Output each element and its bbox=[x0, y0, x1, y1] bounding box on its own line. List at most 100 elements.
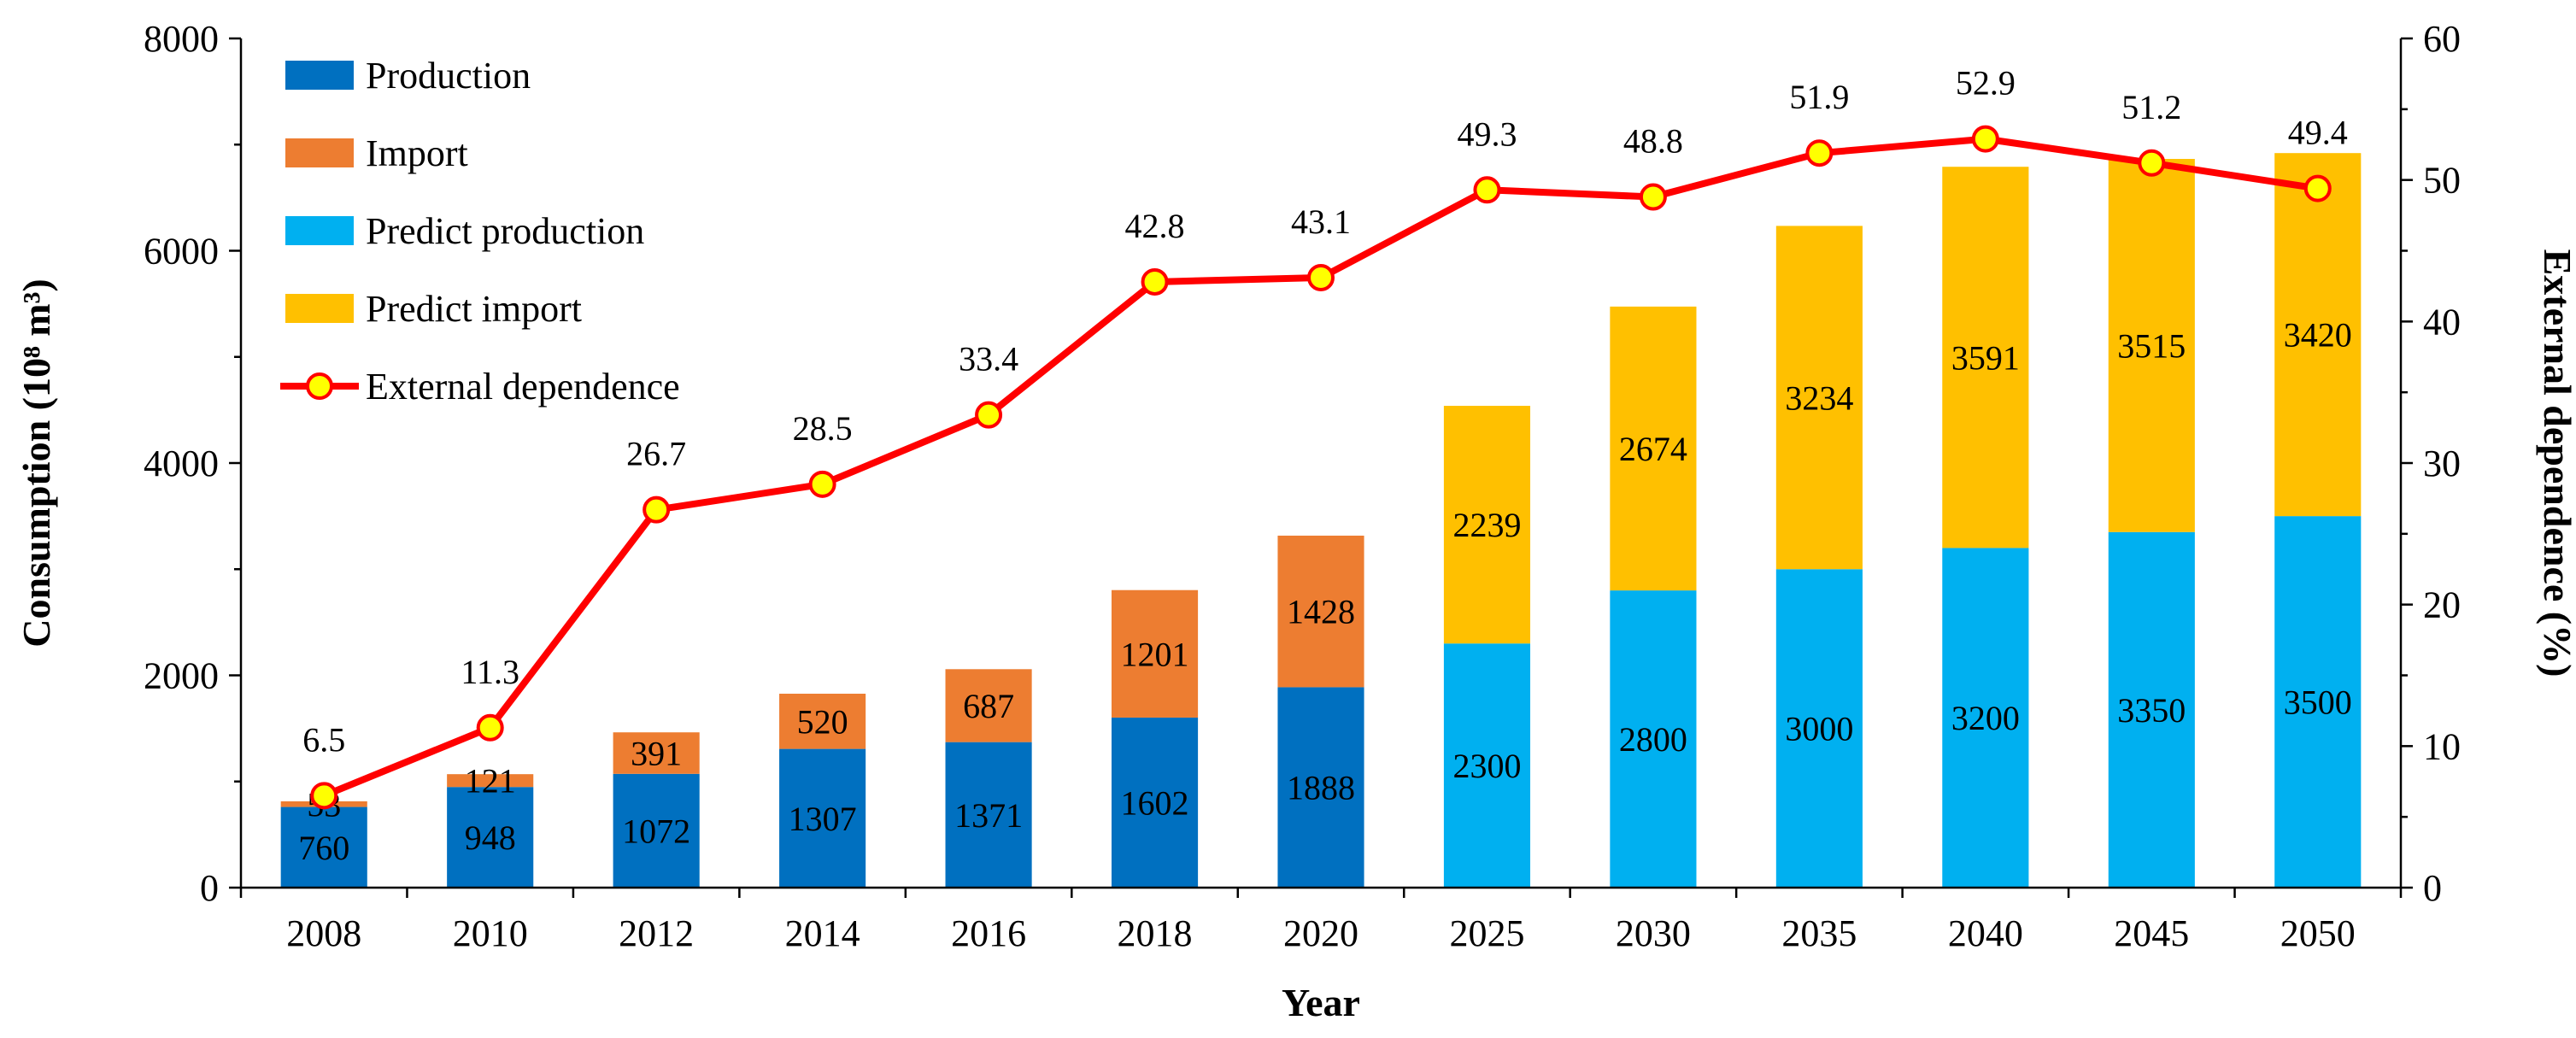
x-tick-label: 2014 bbox=[785, 912, 860, 954]
y2-tick-label: 0 bbox=[2423, 867, 2442, 909]
bar-value-label: 1888 bbox=[1287, 769, 1355, 807]
bar-production-2008 bbox=[280, 806, 367, 888]
x-tick-label: 2012 bbox=[619, 912, 694, 954]
y-tick-label: 4000 bbox=[144, 443, 219, 484]
bar-predict-production-2025 bbox=[1443, 643, 1531, 888]
dependence-point-2010 bbox=[476, 713, 504, 742]
dependence-point-2050 bbox=[2303, 174, 2332, 202]
bar-labels-layer: 7605394812110723911307520137168716021201… bbox=[298, 316, 2352, 867]
dependence-point-2030 bbox=[1639, 183, 1667, 211]
legend-swatch-import bbox=[285, 138, 354, 167]
bars-layer bbox=[280, 153, 2362, 888]
bar-predict-production-2050 bbox=[2274, 516, 2362, 888]
y2-tick-label: 20 bbox=[2423, 584, 2461, 626]
bar-value-label: 391 bbox=[631, 735, 682, 773]
bar-value-label: 687 bbox=[963, 687, 1014, 725]
dependence-value-label: 33.4 bbox=[959, 340, 1018, 378]
legend: Production Import Predict production Predic… bbox=[280, 55, 680, 408]
dependence-point-2020 bbox=[1307, 263, 1335, 291]
dependence-point-2025 bbox=[1473, 176, 1501, 204]
legend-label: Production bbox=[366, 55, 531, 97]
bar-production-2010 bbox=[447, 787, 534, 888]
bar-predict-production-2030 bbox=[1610, 590, 1697, 888]
legend-swatch-predict-production bbox=[285, 216, 354, 245]
legend-label: Predict import bbox=[366, 288, 582, 330]
bar-value-label: 2300 bbox=[1452, 747, 1521, 785]
bar-value-label: 3234 bbox=[1785, 378, 1853, 417]
dependence-point-2016 bbox=[975, 401, 1003, 429]
bar-predict-import-2040 bbox=[1942, 167, 2029, 548]
legend-swatch-marker bbox=[306, 372, 333, 400]
bar-value-label: 3515 bbox=[2117, 326, 2186, 365]
x-tick-label: 2050 bbox=[2280, 912, 2356, 954]
bar-value-label: 520 bbox=[797, 702, 848, 741]
dependence-value-label: 51.9 bbox=[1789, 78, 1849, 116]
bar-value-label: 1428 bbox=[1287, 593, 1355, 631]
dependence-value-label: 6.5 bbox=[302, 720, 345, 759]
x-tick-label: 2010 bbox=[453, 912, 528, 954]
x-tick-label: 2045 bbox=[2114, 912, 2189, 954]
dependence-value-label: 42.8 bbox=[1125, 207, 1185, 245]
bar-value-label: 948 bbox=[465, 818, 516, 857]
y-tick-label: 2000 bbox=[144, 655, 219, 697]
bar-predict-import-2045 bbox=[2108, 159, 2195, 532]
x-axis-title: Year bbox=[1282, 981, 1360, 1024]
bar-predict-production-2035 bbox=[1775, 569, 1863, 888]
bar-import-2018 bbox=[1111, 589, 1199, 718]
bar-value-label: 3350 bbox=[2117, 691, 2186, 730]
bar-value-label: 2674 bbox=[1619, 430, 1687, 468]
y2-tick-label: 40 bbox=[2423, 301, 2461, 343]
x-tick-label: 2016 bbox=[951, 912, 1026, 954]
dependence-value-label: 52.9 bbox=[1956, 64, 2016, 103]
bar-predict-import-2035 bbox=[1775, 226, 1863, 570]
dependence-point-2012 bbox=[643, 496, 671, 524]
dependence-value-label: 48.8 bbox=[1623, 122, 1683, 161]
bar-import-2010 bbox=[447, 774, 534, 788]
y-axis-title: Consumption (10⁸ m³) bbox=[15, 279, 58, 647]
bar-import-2016 bbox=[945, 669, 1032, 742]
bar-value-label: 1201 bbox=[1121, 635, 1189, 673]
x-tick-label: 2035 bbox=[1781, 912, 1857, 954]
y-tick-label: 6000 bbox=[144, 231, 219, 273]
bar-production-2018 bbox=[1111, 717, 1199, 888]
x-tick-label: 2018 bbox=[1118, 912, 1193, 954]
dependence-point-2040 bbox=[1971, 125, 1999, 153]
legend-label: External dependence bbox=[366, 366, 680, 408]
bar-import-2014 bbox=[779, 693, 866, 749]
dependence-value-label: 28.5 bbox=[793, 409, 853, 448]
bar-production-2020 bbox=[1277, 687, 1364, 888]
dependence-point-2018 bbox=[1141, 267, 1169, 296]
dependence-value-label: 49.4 bbox=[2288, 114, 2348, 152]
bar-predict-import-2030 bbox=[1610, 306, 1697, 591]
y2-tick-label: 50 bbox=[2423, 160, 2461, 202]
bar-value-label: 3420 bbox=[2284, 316, 2352, 355]
bar-import-2020 bbox=[1277, 535, 1364, 688]
bar-value-label: 3591 bbox=[1951, 338, 2020, 377]
bar-value-label: 2239 bbox=[1452, 506, 1521, 544]
y-tick-label: 8000 bbox=[144, 18, 219, 60]
y2-axis-title: External dependence (%) bbox=[2536, 249, 2576, 677]
bar-predict-import-2025 bbox=[1443, 406, 1531, 644]
bar-value-label: 760 bbox=[298, 829, 349, 867]
legend-label: Import bbox=[366, 132, 468, 174]
dependence-value-label: 11.3 bbox=[461, 653, 519, 691]
x-tick-label: 2025 bbox=[1449, 912, 1524, 954]
bar-value-label: 121 bbox=[465, 762, 516, 800]
y2-tick-label: 30 bbox=[2423, 443, 2461, 484]
bar-value-label: 3000 bbox=[1785, 710, 1853, 748]
dependence-value-label: 43.1 bbox=[1291, 202, 1351, 241]
dependence-point-2008 bbox=[310, 782, 338, 810]
bar-import-2012 bbox=[613, 732, 700, 774]
bar-value-label: 1072 bbox=[622, 812, 690, 850]
bar-predict-production-2040 bbox=[1942, 548, 2029, 888]
dependence-line-layer: 6.5 11.3 26.7 28.5 33.4 42.8 43.1 49.3 48.8 51.9 5… bbox=[302, 64, 2348, 810]
x-tick-label: 2040 bbox=[1948, 912, 2023, 954]
dependence-value-label: 49.3 bbox=[1457, 114, 1517, 153]
bar-production-2012 bbox=[613, 773, 700, 888]
y2-tick-label: 10 bbox=[2423, 725, 2461, 767]
bar-production-2014 bbox=[779, 748, 866, 888]
bar-value-label: 2800 bbox=[1619, 720, 1687, 759]
